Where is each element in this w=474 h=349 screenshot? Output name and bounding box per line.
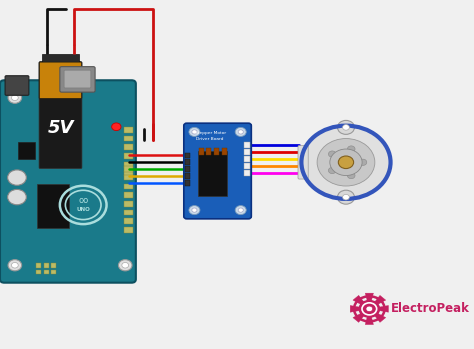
FancyBboxPatch shape: [37, 184, 69, 228]
FancyBboxPatch shape: [5, 76, 29, 95]
Bar: [244, 163, 250, 169]
Circle shape: [238, 208, 243, 212]
Circle shape: [118, 260, 132, 271]
Bar: [244, 149, 250, 155]
FancyBboxPatch shape: [198, 151, 227, 196]
Circle shape: [192, 130, 197, 134]
Bar: [124, 184, 133, 189]
Circle shape: [192, 208, 197, 212]
Polygon shape: [365, 293, 374, 301]
Bar: [124, 127, 133, 133]
Bar: [185, 173, 190, 179]
Circle shape: [122, 262, 128, 268]
Text: ElectroPeak: ElectroPeak: [391, 302, 469, 315]
Polygon shape: [350, 305, 359, 312]
Bar: [124, 201, 133, 207]
Polygon shape: [375, 295, 386, 304]
Polygon shape: [365, 317, 374, 325]
Polygon shape: [353, 295, 364, 304]
Bar: [36, 263, 41, 268]
FancyBboxPatch shape: [184, 123, 251, 219]
Bar: [44, 263, 49, 268]
FancyBboxPatch shape: [39, 62, 82, 169]
Bar: [51, 263, 56, 268]
Circle shape: [11, 262, 18, 268]
Circle shape: [343, 125, 349, 130]
Bar: [36, 270, 41, 274]
Bar: [124, 153, 133, 159]
Text: Stepper Motor: Stepper Motor: [195, 131, 226, 135]
Circle shape: [8, 260, 22, 271]
Circle shape: [235, 127, 246, 136]
Circle shape: [347, 146, 355, 152]
Circle shape: [328, 151, 336, 157]
Circle shape: [359, 300, 380, 317]
Text: UNO: UNO: [76, 207, 90, 211]
FancyBboxPatch shape: [64, 70, 91, 88]
Bar: [244, 170, 250, 176]
Bar: [124, 136, 133, 141]
Circle shape: [359, 159, 367, 165]
Circle shape: [189, 206, 200, 215]
Bar: [44, 270, 49, 274]
Circle shape: [317, 139, 375, 186]
Circle shape: [8, 190, 27, 205]
Circle shape: [8, 92, 22, 103]
Circle shape: [330, 149, 362, 176]
Bar: [43, 54, 79, 63]
Bar: [124, 144, 133, 150]
Bar: [124, 166, 133, 172]
Text: 5V: 5V: [47, 119, 73, 137]
Bar: [206, 148, 211, 155]
FancyBboxPatch shape: [39, 62, 82, 98]
FancyBboxPatch shape: [18, 142, 35, 159]
Bar: [124, 192, 133, 198]
Bar: [244, 156, 250, 162]
Polygon shape: [375, 313, 386, 322]
Text: Driver Board: Driver Board: [196, 137, 224, 141]
FancyBboxPatch shape: [298, 146, 308, 179]
Bar: [124, 162, 133, 168]
Circle shape: [8, 170, 27, 185]
Circle shape: [301, 126, 391, 199]
Bar: [185, 159, 190, 165]
Circle shape: [347, 172, 355, 179]
Bar: [199, 148, 204, 155]
Circle shape: [337, 120, 355, 134]
Polygon shape: [353, 313, 364, 322]
Bar: [124, 218, 133, 224]
Circle shape: [11, 95, 18, 101]
Bar: [185, 180, 190, 186]
Bar: [214, 148, 219, 155]
Circle shape: [366, 306, 373, 312]
Circle shape: [235, 206, 246, 215]
FancyBboxPatch shape: [60, 67, 95, 92]
Bar: [222, 148, 227, 155]
Bar: [124, 175, 133, 180]
Circle shape: [338, 156, 354, 169]
FancyBboxPatch shape: [0, 80, 136, 283]
Bar: [124, 227, 133, 233]
Circle shape: [328, 168, 336, 174]
Bar: [185, 166, 190, 172]
Bar: [244, 142, 250, 148]
Bar: [124, 210, 133, 215]
Polygon shape: [379, 305, 388, 312]
Circle shape: [343, 194, 349, 200]
FancyBboxPatch shape: [39, 62, 82, 99]
Circle shape: [112, 123, 121, 131]
Circle shape: [238, 130, 243, 134]
Circle shape: [337, 190, 355, 204]
Text: oo: oo: [78, 196, 88, 205]
Circle shape: [189, 127, 200, 136]
Bar: [51, 270, 56, 274]
Bar: [185, 153, 190, 158]
Bar: [124, 171, 133, 176]
